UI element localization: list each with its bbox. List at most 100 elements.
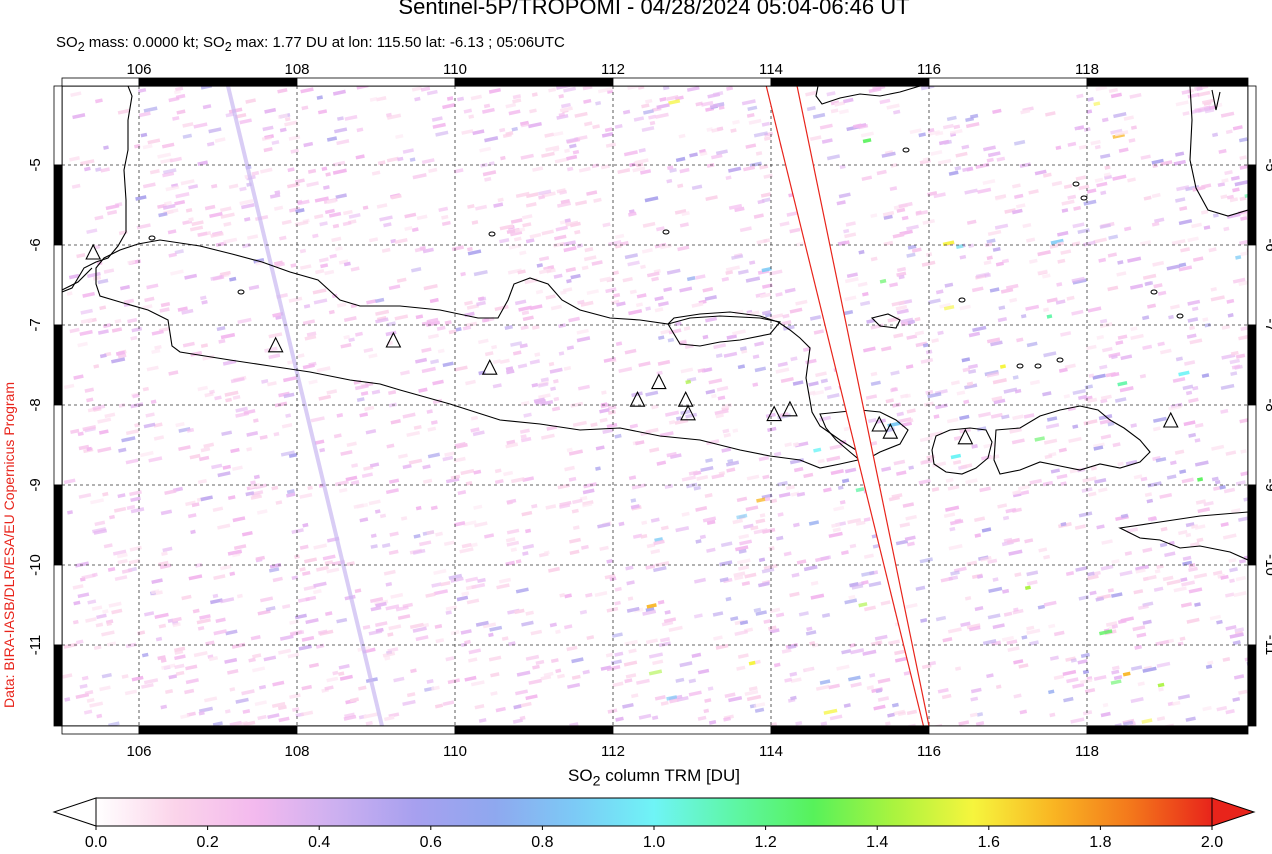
so2-pixel <box>468 114 475 119</box>
so2-pixel <box>235 406 248 413</box>
so2-pixel <box>1229 567 1238 573</box>
so2-pixel <box>590 422 598 428</box>
so2-pixel <box>502 132 512 139</box>
so2-pixel <box>177 306 188 312</box>
so2-pixel <box>809 640 816 646</box>
so2-pixel <box>921 663 932 670</box>
so2-pixel <box>953 124 961 130</box>
volcano-marker <box>766 405 783 422</box>
so2-pixel <box>191 502 200 508</box>
so2-pixel <box>1063 696 1074 703</box>
so2-pixel <box>583 255 597 262</box>
so2-pixel <box>954 165 962 171</box>
so2-pixel <box>160 658 167 663</box>
so2-pixel <box>602 222 611 228</box>
so2-pixel <box>889 186 898 192</box>
so2-pixel <box>1057 230 1069 237</box>
so2-pixel <box>708 719 717 725</box>
so2-pixel <box>77 341 88 348</box>
so2-pixel <box>915 209 929 216</box>
so2-pixel <box>667 337 675 343</box>
so2-pixel <box>1111 669 1120 675</box>
so2-pixel <box>1012 414 1024 421</box>
so2-pixel <box>1233 591 1247 598</box>
so2-pixel <box>335 246 343 252</box>
so2-pixel <box>174 654 186 661</box>
so2-pixel <box>996 156 1006 162</box>
so2-pixel <box>540 674 552 681</box>
so2-pixel <box>413 533 421 539</box>
so2-pixel <box>550 658 559 664</box>
so2-pixels <box>62 86 1248 726</box>
so2-pixel <box>434 624 443 629</box>
so2-pixel <box>472 129 485 136</box>
so2-pixel <box>545 504 557 510</box>
so2-pixel <box>422 464 431 470</box>
so2-pixel <box>523 412 532 418</box>
so2-pixel <box>340 450 353 456</box>
lon-tick-label-top: 114 <box>759 61 783 78</box>
so2-pixel <box>962 367 971 373</box>
so2-pixel <box>174 649 184 655</box>
so2-pixel <box>540 377 549 383</box>
so2-pixel <box>467 249 482 256</box>
map-frame <box>53 77 1257 735</box>
so2-pixel <box>738 565 750 571</box>
so2-pixel <box>968 331 981 338</box>
so2-pixel <box>850 682 862 688</box>
so2-pixel <box>153 435 165 441</box>
so2-pixel <box>289 693 301 700</box>
islet <box>488 231 496 237</box>
so2-pixel <box>1107 421 1115 427</box>
so2-pixel <box>754 707 765 713</box>
so2-pixel <box>89 701 104 708</box>
so2-pixel <box>1026 580 1038 586</box>
so2-pixel <box>728 166 742 173</box>
so2-pixel <box>299 248 307 254</box>
colorbar-tick-label: 1.6 <box>977 834 1000 851</box>
so2-pixel <box>490 672 500 678</box>
so2-pixel <box>385 330 397 337</box>
so2-pixel <box>604 573 616 580</box>
lon-tick-label-top: 112 <box>601 61 625 78</box>
borneo-coast-b <box>1189 86 1248 217</box>
so2-pixel <box>752 382 759 387</box>
so2-pixel <box>550 386 557 392</box>
so2-pixel <box>789 307 803 314</box>
so2-pixel <box>1111 592 1123 598</box>
so2-pixel <box>676 416 682 421</box>
so2-pixel <box>333 127 348 134</box>
so2-pixel <box>530 629 543 636</box>
so2-pixel <box>768 546 775 551</box>
so2-pixel <box>1153 416 1167 423</box>
so2-pixel <box>716 385 729 392</box>
so2-pixel <box>899 522 911 528</box>
so2-pixel <box>1044 454 1053 460</box>
so2-pixel <box>118 447 127 453</box>
so2-pixel <box>759 164 769 170</box>
so2-pixel <box>646 271 660 278</box>
so2-pixel <box>595 445 605 451</box>
so2-pixel <box>320 263 329 269</box>
so2-pixel <box>435 531 443 537</box>
so2-pixel <box>715 353 723 359</box>
so2-pixel <box>1080 652 1090 659</box>
so2-pixel <box>260 596 274 603</box>
so2-pixel <box>470 680 485 687</box>
so2-pixel <box>839 164 846 170</box>
sumbawa-island <box>993 405 1151 475</box>
so2-pixel <box>93 528 108 535</box>
so2-pixel <box>364 405 375 412</box>
so2-pixel <box>541 433 555 440</box>
so2-pixel <box>263 655 277 662</box>
so2-pixel <box>497 197 504 203</box>
so2-pixel <box>763 136 772 141</box>
so2-pixel <box>945 477 954 483</box>
so2-pixel <box>332 670 339 676</box>
so2-pixel <box>419 540 432 547</box>
so2-pixel <box>777 480 788 487</box>
so2-pixel <box>666 95 679 101</box>
so2-pixel <box>1002 258 1010 264</box>
so2-pixel <box>983 145 996 152</box>
so2-pixel <box>366 299 377 305</box>
